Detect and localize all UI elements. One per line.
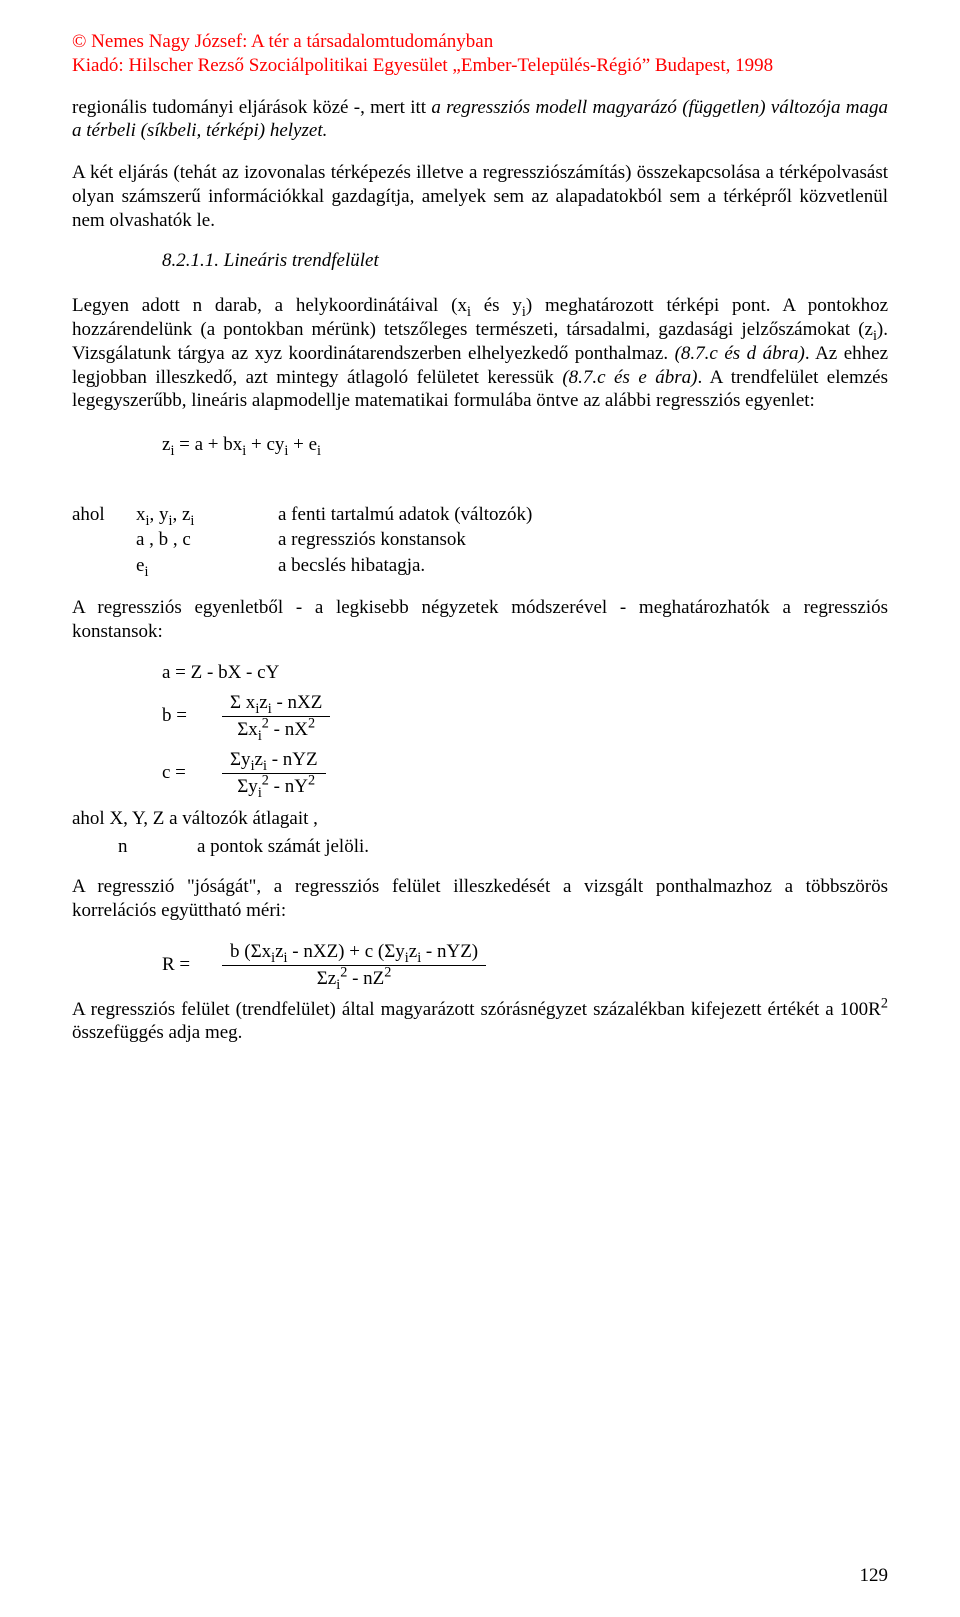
c-numerator: Σyizi - nYZ [222,749,326,773]
eq-rhs1: = a + bx [174,434,242,455]
sub-i: i [144,564,148,580]
def-vars-3: ei [136,553,278,579]
paragraph-6: A regressziós felület (trendfelület) ált… [72,998,888,1046]
sup-2: 2 [308,773,315,789]
Rd1: Σz [317,968,337,989]
section-number: 8.2.1.1. [162,250,219,271]
eq-rhs3: + e [288,434,317,455]
c-fraction: Σyizi - nYZ Σyi2 - nY2 [222,749,326,798]
header-author-title: © Nemes Nagy József: A tér a társadalomt… [72,30,888,54]
paragraph-5: A regresszió "jóságát", a regressziós fe… [72,875,888,923]
p3-ref2: (8.7.c és e ábra) [562,367,697,388]
formula-c: c = Σyizi - nYZ Σyi2 - nY2 [162,749,888,798]
p6-a: A regressziós felület (trendfelület) ált… [72,999,881,1020]
formula-b: b = Σ xizi - nXZ Σxi2 - nX2 [162,692,888,741]
Rnc: - nXZ) + c (Σy [288,941,405,962]
Rna: b (Σx [230,941,271,962]
p3-a: Legyen adott n darab, a helykoordinátáiv… [72,295,467,316]
b-fraction: Σ xizi - nXZ Σxi2 - nX2 [222,692,330,741]
sub-i: i [190,512,194,528]
c-denominator: Σyi2 - nY2 [222,774,326,798]
ahol-line2: n a pontok számát jelöli. [72,834,888,860]
paragraph-3: Legyen adott n darab, a helykoordinátáiv… [72,294,888,413]
b-denominator: Σxi2 - nX2 [222,717,330,741]
formula-R: R = b (Σxizi - nXZ) + c (Σyizi - nYZ) Σz… [162,941,888,990]
def-row-1: ahol xi, yi, zi a fenti tartalmú adatok … [72,502,888,528]
cd2: - nY [269,776,308,797]
def-vars-1: xi, yi, zi [136,502,278,528]
def-row-3: ei a becslés hibatagja. [72,553,888,579]
b-numerator: Σ xizi - nXZ [222,692,330,716]
bd1: Σx [237,719,258,740]
vx: x [136,504,146,525]
sup-2: 2 [384,964,391,980]
R-fraction: b (Σxizi - nXZ) + c (Σyizi - nYZ) Σzi2 -… [222,941,486,990]
section-heading: 8.2.1.1. Lineáris trendfelület [162,250,888,272]
def-row-2: a , b , c a regressziós konstansok [72,527,888,553]
cn1: Σy [230,749,251,770]
document-page: © Nemes Nagy József: A tér a társadalomt… [0,0,960,1617]
sup-2: 2 [881,995,888,1011]
definitions-block: ahol xi, yi, zi a fenti tartalmú adatok … [72,502,888,579]
R-denominator: Σzi2 - nZ2 [222,966,486,990]
paragraph-2: A két eljárás (tehát az izovonalas térké… [72,161,888,232]
cn2: z [255,749,263,770]
bn1: Σ x [230,692,255,713]
bn3: - nXZ [272,692,323,713]
def-text-1: a fenti tartalmú adatok (változók) [278,502,888,528]
c-lhs: c = [162,762,222,784]
page-number: 129 [860,1565,889,1587]
vy: , y [149,504,168,525]
bd2: - nX [269,719,308,740]
cn3: - nYZ [267,749,318,770]
ahol-text: a pontok számát jelöli. [197,836,369,857]
header-publisher: Kiadó: Hilscher Rezső Szociálpolitikai E… [72,54,888,78]
cd1: Σy [237,776,258,797]
Rnd: z [409,941,417,962]
ahol-line1: ahol X, Y, Z a változók átlagait , [72,806,888,832]
eq-rhs2: + cy [246,434,284,455]
Rne: - nYZ) [421,941,478,962]
sup-2: 2 [308,716,315,732]
b-lhs: b = [162,705,222,727]
Rnb: z [275,941,283,962]
def-ahol: ahol [72,502,136,528]
def-text-2: a regressziós konstansok [278,527,888,553]
paragraph-4: A regressziós egyenletből - a legkisebb … [72,596,888,644]
p3-ref1: (8.7.c és d ábra) [675,343,805,364]
equation-zi: zi = a + bxi + cyi + ei [162,431,888,460]
R-numerator: b (Σxizi - nXZ) + c (Σyizi - nYZ) [222,941,486,965]
vz: , z [172,504,190,525]
sup-2: 2 [262,773,269,789]
sup-2: 2 [262,716,269,732]
paragraph-1: regionális tudományi eljárások közé -, m… [72,96,888,144]
formula-a: a = Z - bX - cY [162,662,888,684]
p3-b: és y [471,295,522,316]
p1-text-a: regionális tudományi eljárások közé -, m… [72,97,431,118]
ahol-n: n [118,836,128,857]
sub-i: i [317,443,321,459]
def-vars-2: a , b , c [136,527,278,553]
section-title: Lineáris trendfelület [224,250,379,271]
p6-b: összefüggés adja meg. [72,1022,242,1043]
def-text-3: a becslés hibatagja. [278,553,888,579]
R-lhs: R = [162,954,222,976]
bn2: z [259,692,267,713]
Rd2: - nZ [347,968,384,989]
